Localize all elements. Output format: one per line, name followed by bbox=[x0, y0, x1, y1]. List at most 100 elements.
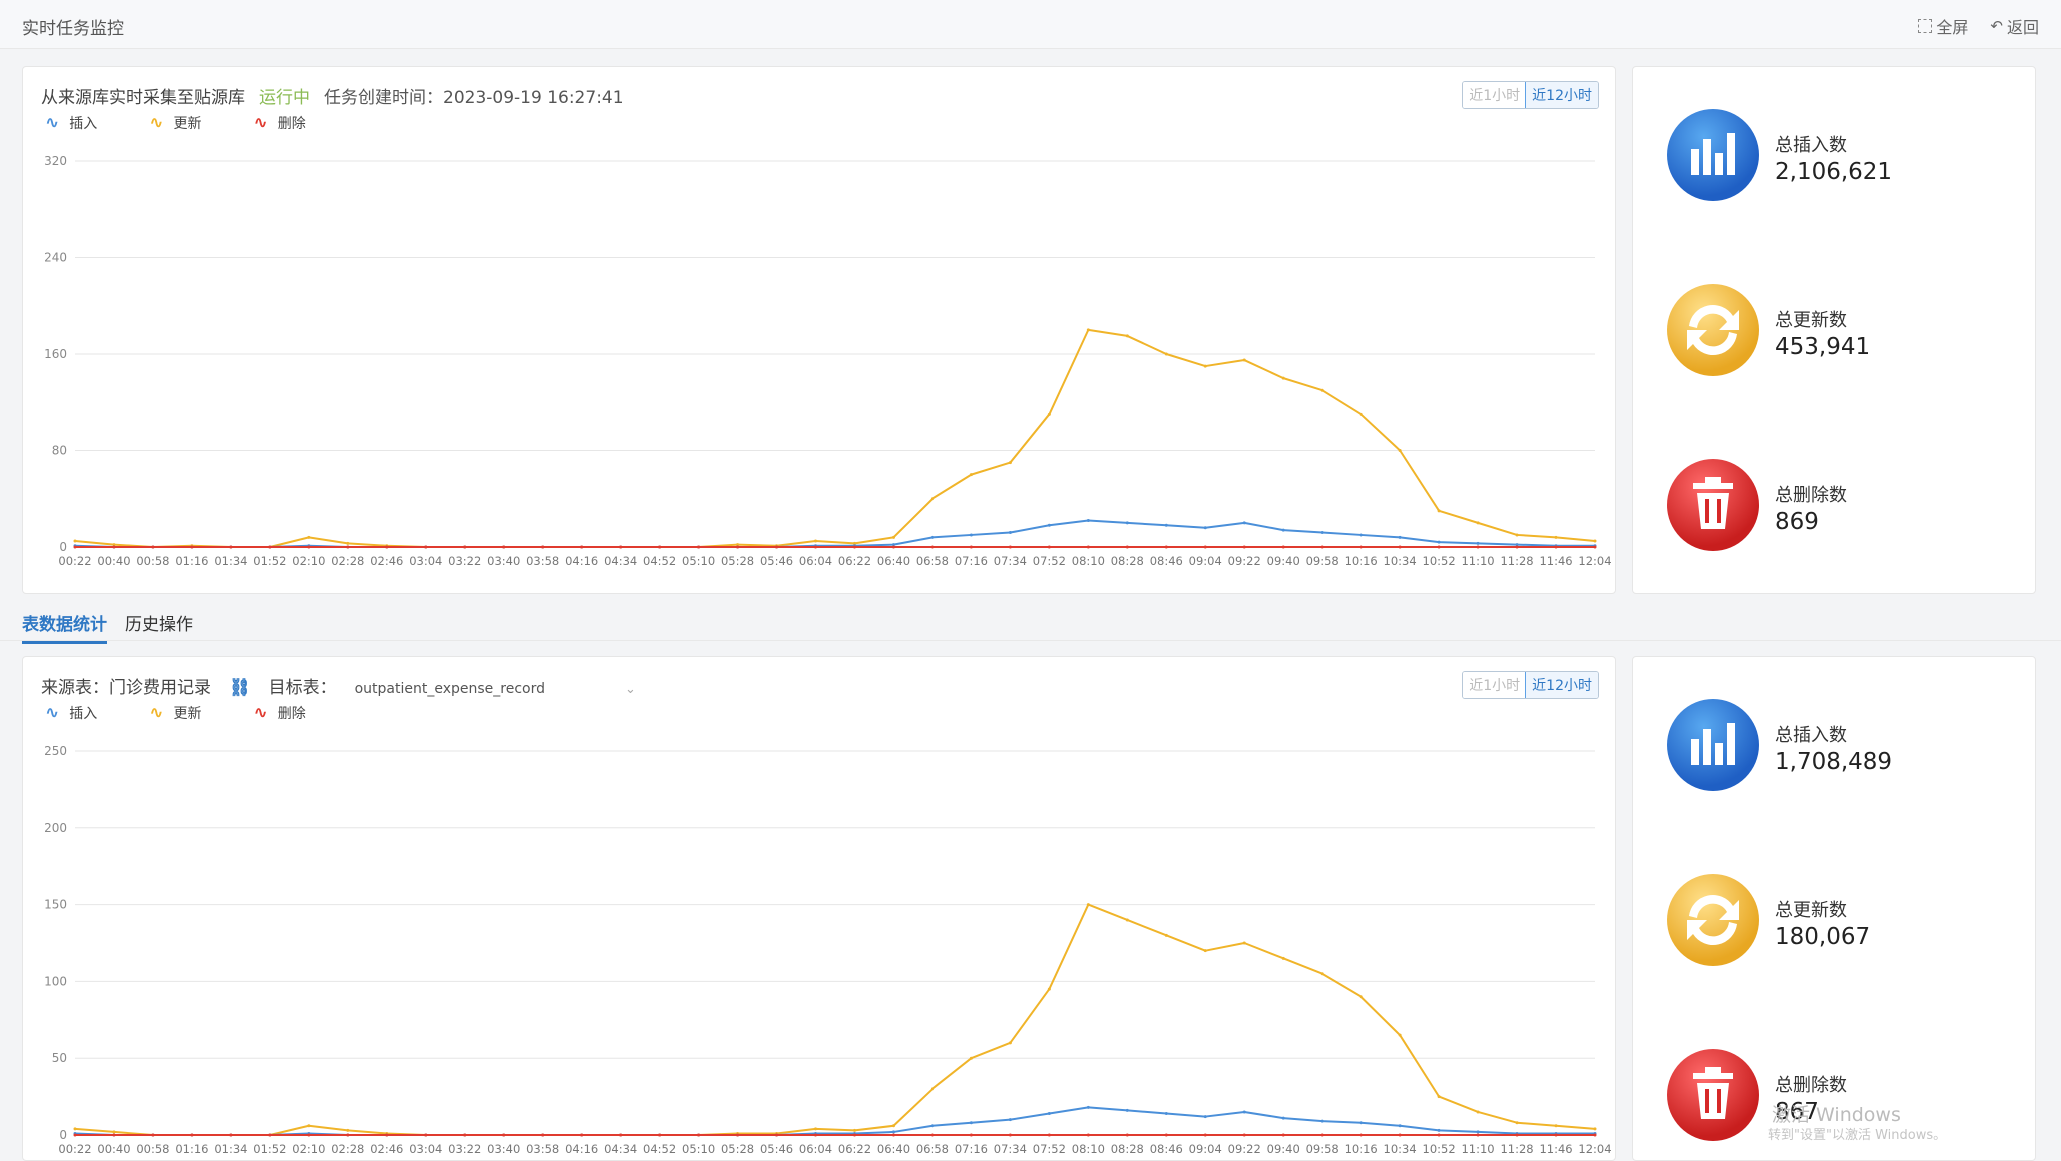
chevron-down-icon[interactable]: ⌄ bbox=[625, 682, 636, 697]
data-point-delete bbox=[463, 1133, 467, 1137]
x-tick-label: 01:34 bbox=[214, 1142, 247, 1156]
legend-update[interactable]: ∿ 更新 bbox=[149, 703, 201, 723]
fullscreen-button[interactable]: 全屏 bbox=[1918, 14, 1968, 38]
x-tick-label: 09:04 bbox=[1189, 554, 1222, 568]
stat-update-label: 总更新数 bbox=[1775, 900, 1847, 921]
data-point-delete bbox=[1164, 1133, 1168, 1137]
x-tick-label: 01:16 bbox=[175, 1142, 208, 1156]
tab-bar: 表数据统计 历史操作 bbox=[22, 610, 193, 644]
data-point-update bbox=[1359, 412, 1363, 416]
x-tick-label: 09:58 bbox=[1306, 1142, 1339, 1156]
tab-table-stats[interactable]: 表数据统计 bbox=[22, 610, 107, 644]
x-tick-label: 09:40 bbox=[1267, 554, 1300, 568]
x-tick-label: 06:58 bbox=[916, 554, 949, 568]
data-point-update bbox=[73, 539, 77, 543]
data-point-update bbox=[852, 1128, 856, 1132]
fullscreen-label: 全屏 bbox=[1936, 18, 1969, 37]
target-table-select[interactable]: outpatient_expense_record bbox=[354, 681, 545, 697]
data-point-insert bbox=[1281, 1116, 1285, 1120]
stat-delete-value: 867 bbox=[1775, 1099, 1819, 1125]
data-point-update bbox=[814, 539, 818, 543]
back-icon: ↶ bbox=[1990, 17, 2003, 35]
data-point-delete bbox=[73, 545, 77, 549]
delete-wave-icon: ∿ bbox=[253, 703, 268, 723]
x-tick-label: 01:34 bbox=[214, 554, 247, 568]
table-stats-panel: 总插入数 1,708,489 总更新数 180,067 总删除数 867 bbox=[1632, 656, 2036, 1161]
data-point-update bbox=[1554, 1124, 1558, 1128]
source-table-label: 来源表：门诊费用记录 bbox=[41, 678, 211, 698]
data-point-insert bbox=[1125, 521, 1129, 525]
data-point-delete bbox=[1203, 1133, 1207, 1137]
data-point-delete bbox=[307, 1133, 311, 1137]
data-point-delete bbox=[463, 545, 467, 549]
x-tick-label: 09:22 bbox=[1228, 1142, 1261, 1156]
target-table-label: 目标表： bbox=[268, 678, 337, 698]
data-point-delete bbox=[1125, 1133, 1129, 1137]
legend-insert[interactable]: ∿ 插入 bbox=[45, 703, 97, 723]
trash-icon bbox=[1667, 459, 1759, 551]
x-tick-label: 07:16 bbox=[955, 1142, 988, 1156]
data-point-delete bbox=[190, 545, 194, 549]
data-point-update bbox=[1242, 358, 1246, 362]
data-point-delete bbox=[1437, 1133, 1441, 1137]
stat-insert-value: 2,106,621 bbox=[1775, 159, 1893, 185]
task-line-chart: 0 80 160 240 320 00:22 00:40 00:58 01:16 01:34 01:… bbox=[44, 154, 1611, 568]
refresh-icon bbox=[1667, 284, 1759, 376]
x-tick-label: 04:34 bbox=[604, 554, 637, 568]
x-tick-label: 10:52 bbox=[1423, 554, 1456, 568]
chart-legend: ∿ 插入 ∿ 更新 ∿ 删除 bbox=[45, 113, 306, 133]
x-tick-label: 06:22 bbox=[838, 1142, 871, 1156]
data-point-insert bbox=[969, 1121, 973, 1125]
x-tick-label: 12:04 bbox=[1578, 1142, 1611, 1156]
x-tick-label: 02:46 bbox=[370, 554, 403, 568]
stat-insert: 总插入数 1,708,489 bbox=[1667, 699, 2027, 795]
data-point-delete bbox=[346, 545, 350, 549]
data-point-insert bbox=[1164, 1111, 1168, 1115]
tab-divider bbox=[0, 640, 2061, 641]
range-1h-button[interactable]: 近1小时 bbox=[1463, 82, 1527, 108]
legend-delete[interactable]: ∿ 删除 bbox=[254, 113, 306, 133]
legend-update-label: 更新 bbox=[173, 116, 202, 132]
x-tick-label: 04:52 bbox=[643, 1142, 676, 1156]
data-point-delete bbox=[1398, 1133, 1402, 1137]
data-point-delete bbox=[190, 1133, 194, 1137]
range-12h-button[interactable]: 近12小时 bbox=[1525, 82, 1599, 108]
series-line-update bbox=[74, 328, 1596, 548]
x-tick-label: 02:28 bbox=[331, 554, 364, 568]
data-point-delete bbox=[112, 1133, 116, 1137]
data-point-delete bbox=[1242, 545, 1246, 549]
legend-update[interactable]: ∿ 更新 bbox=[149, 113, 201, 133]
back-button[interactable]: ↶ 返回 bbox=[1990, 14, 2039, 38]
x-tick-label: 08:46 bbox=[1150, 1142, 1183, 1156]
x-tick-label: 10:52 bbox=[1423, 1142, 1456, 1156]
x-tick-label: 11:28 bbox=[1500, 1142, 1533, 1156]
chart-legend: ∿ 插入 ∿ 更新 ∿ 删除 bbox=[45, 703, 306, 723]
y-tick-label: 320 bbox=[44, 154, 67, 168]
data-point-delete bbox=[424, 1133, 428, 1137]
data-point-delete bbox=[541, 545, 545, 549]
data-point-update bbox=[891, 535, 895, 539]
data-point-delete bbox=[658, 1133, 662, 1137]
legend-update-label: 更新 bbox=[173, 706, 202, 722]
stat-insert-label: 总插入数 bbox=[1775, 135, 1847, 156]
data-point-insert bbox=[1164, 523, 1168, 527]
bar-chart-icon bbox=[1667, 699, 1759, 791]
range-1h-button[interactable]: 近1小时 bbox=[1463, 672, 1527, 698]
x-tick-label: 06:40 bbox=[877, 1142, 910, 1156]
data-point-update bbox=[1554, 535, 1558, 539]
range-12h-button[interactable]: 近12小时 bbox=[1525, 672, 1599, 698]
windows-watermark-sub: 转到"设置"以激活 Windows。 bbox=[1768, 1128, 1947, 1143]
x-tick-label: 00:40 bbox=[97, 554, 130, 568]
stat-delete-label: 总删除数 bbox=[1775, 1075, 1847, 1096]
data-point-insert bbox=[1515, 543, 1519, 547]
x-tick-label: 01:52 bbox=[253, 1142, 286, 1156]
data-point-delete bbox=[268, 1133, 272, 1137]
data-point-update bbox=[307, 1124, 311, 1128]
data-point-insert bbox=[1281, 528, 1285, 532]
x-tick-label: 10:16 bbox=[1345, 554, 1378, 568]
data-point-insert bbox=[1047, 1111, 1051, 1115]
legend-insert[interactable]: ∿ 插入 bbox=[45, 113, 97, 133]
windows-watermark: 激活 Windows bbox=[1772, 1104, 1901, 1126]
tab-history[interactable]: 历史操作 bbox=[125, 615, 193, 635]
legend-delete[interactable]: ∿ 删除 bbox=[254, 703, 306, 723]
